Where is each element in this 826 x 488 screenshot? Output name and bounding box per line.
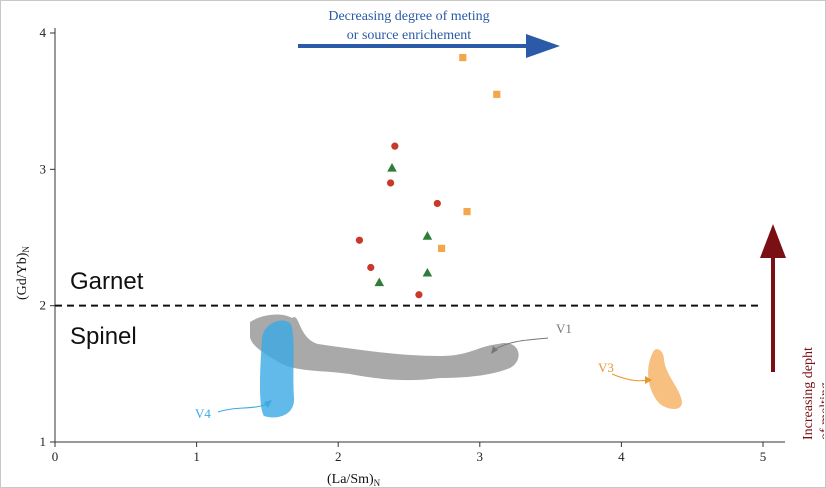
top-arrow-label-line2: or source enrichement	[347, 28, 471, 43]
data-point-square	[493, 90, 501, 98]
field-v1-leader	[493, 337, 549, 351]
top-arrow-label-line1: Decreasing degree of meting	[328, 9, 489, 24]
data-points	[355, 53, 501, 299]
data-point-circle	[391, 142, 399, 150]
x-axis-title: (La/Sm)N	[327, 472, 381, 488]
top-arrow-head	[526, 34, 560, 58]
data-point-circle	[433, 199, 441, 208]
x-tick-label: 3	[477, 449, 484, 464]
data-point-square	[437, 244, 446, 253]
field-v3-leader-arrow	[645, 376, 652, 384]
y-axis-title: (Gd/Yb)N	[15, 246, 31, 300]
y-tick-label: 3	[40, 161, 47, 176]
y-tick-label: 1	[40, 434, 47, 449]
data-point-circle	[415, 291, 423, 299]
data-point-circle	[386, 179, 395, 187]
field-v3-label: V3	[598, 360, 614, 375]
x-tick-label: 4	[618, 449, 625, 464]
data-point-triangle	[422, 267, 433, 277]
x-tick-label: 5	[760, 449, 767, 464]
garnet-label: Garnet	[70, 268, 144, 295]
data-point-triangle	[374, 277, 385, 287]
field-v3-leader	[611, 373, 649, 382]
x-axis-ticks: 0 1 2 3 4 5	[52, 442, 767, 464]
data-point-square	[463, 207, 471, 216]
data-point-circle	[367, 263, 375, 272]
field-v4-label: V4	[195, 406, 211, 421]
field-v4-leader-arrow	[264, 400, 272, 408]
spinel-label: Spinel	[70, 323, 137, 350]
field-v4-shape	[260, 320, 295, 418]
right-arrow-label-line1: Increasing depht	[801, 347, 816, 440]
y-tick-label: 4	[40, 25, 47, 40]
data-point-square	[459, 53, 467, 62]
data-point-triangle	[422, 231, 433, 240]
x-tick-label: 2	[335, 449, 342, 464]
x-tick-label: 0	[52, 449, 59, 464]
field-v1-leader-arrow	[491, 346, 498, 354]
right-arrow-head	[760, 224, 786, 258]
y-axis-ticks: 1 2 3 4	[40, 25, 55, 449]
data-point-triangle	[387, 162, 397, 172]
field-v3-shape	[648, 349, 682, 409]
field-v4-leader	[217, 403, 269, 413]
x-tick-label: 1	[193, 449, 200, 464]
right-arrow-label-line2: of melting	[818, 382, 826, 440]
field-v1-shape	[250, 314, 519, 381]
y-tick-label: 2	[40, 298, 47, 313]
field-v1-label: V1	[556, 321, 572, 336]
data-point-circle	[355, 236, 364, 244]
